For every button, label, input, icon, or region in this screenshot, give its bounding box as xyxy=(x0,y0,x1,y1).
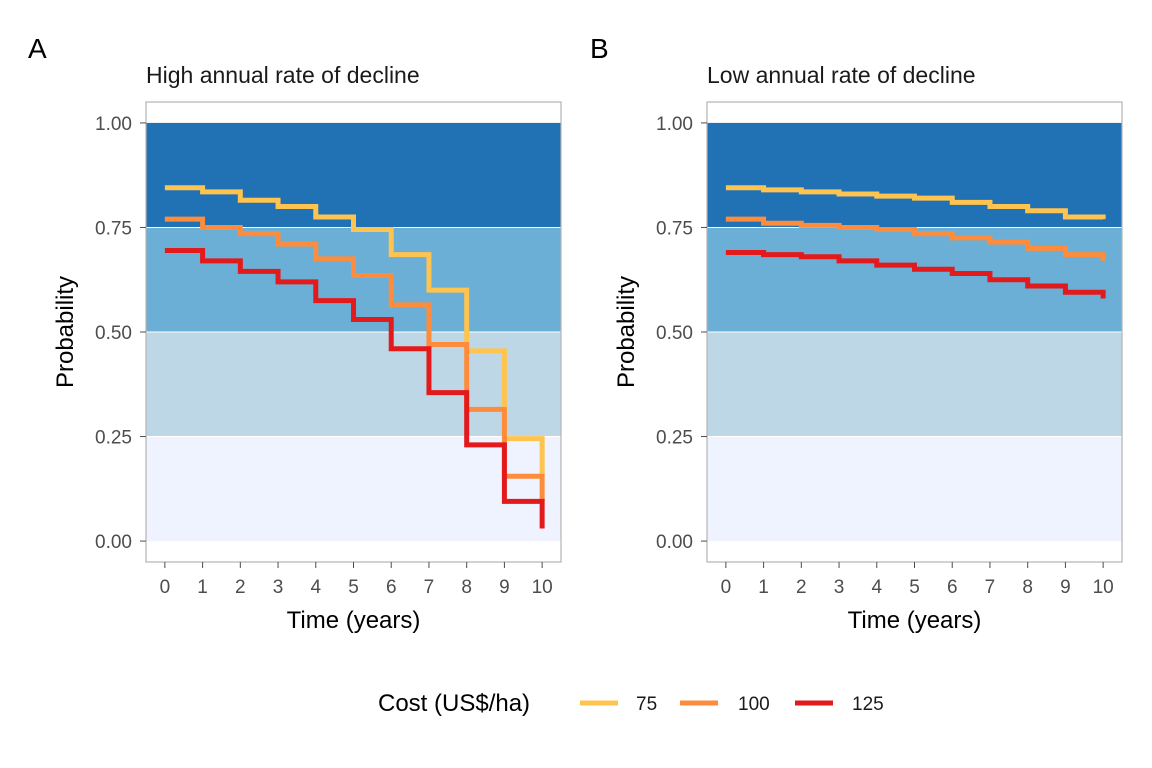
x-tick-label: 3 xyxy=(273,577,284,598)
x-axis-title: Time (years) xyxy=(848,607,982,634)
x-tick-label: 4 xyxy=(310,577,321,598)
legend: Cost (US$/ha) 75 100 125 xyxy=(378,690,884,717)
y-tick-label: 0.00 xyxy=(95,532,132,553)
x-tick-label: 7 xyxy=(985,577,996,598)
x-tick-label: 1 xyxy=(758,577,769,598)
x-tick-label: 5 xyxy=(348,577,359,598)
probability-band xyxy=(707,436,1122,542)
x-tick-label: 0 xyxy=(721,577,732,598)
x-tick-label: 2 xyxy=(235,577,246,598)
y-tick-label: 0.25 xyxy=(656,428,693,449)
y-tick-label: 0.50 xyxy=(95,323,132,344)
x-tick-label: 8 xyxy=(461,577,472,598)
series-line-75 xyxy=(725,185,1106,220)
series-line-125 xyxy=(164,247,545,529)
x-tick-label: 9 xyxy=(1060,577,1071,598)
legend-label-75: 75 xyxy=(636,694,657,715)
x-tick-label: 9 xyxy=(499,577,510,598)
y-axis-title: Probability xyxy=(613,276,640,388)
x-tick-label: 8 xyxy=(1022,577,1033,598)
x-tick-label: 5 xyxy=(909,577,920,598)
x-tick-label: 6 xyxy=(386,577,397,598)
y-tick-label: 0.25 xyxy=(95,428,132,449)
legend-label-100: 100 xyxy=(738,694,770,715)
x-tick-label: 6 xyxy=(947,577,958,598)
x-tick-label: 2 xyxy=(796,577,807,598)
panel-title: Low annual rate of decline xyxy=(707,62,976,88)
x-tick-label: 1 xyxy=(197,577,208,598)
x-tick-label: 0 xyxy=(160,577,171,598)
probability-band xyxy=(146,332,561,437)
series-line-75 xyxy=(164,185,545,477)
x-tick-label: 4 xyxy=(871,577,882,598)
probability-band xyxy=(146,436,561,542)
panel-b: B Low annual rate of decline 0.00 0.25 0.50 0… xyxy=(590,33,1123,634)
probability-band xyxy=(707,227,1122,332)
panel-title: High annual rate of decline xyxy=(146,62,420,88)
legend-title: Cost (US$/ha) xyxy=(378,690,530,717)
x-axis-title: Time (years) xyxy=(287,607,421,634)
panel-letter: B xyxy=(590,33,609,64)
series-line-125 xyxy=(725,250,1106,299)
legend-label-125: 125 xyxy=(852,694,884,715)
y-tick-label: 0.75 xyxy=(95,218,132,239)
x-tick-label: 10 xyxy=(1093,577,1114,598)
probability-band xyxy=(146,122,561,228)
series-line-100 xyxy=(164,216,545,502)
series-line-100 xyxy=(725,216,1106,261)
probability-band xyxy=(707,332,1122,437)
x-tick-label: 3 xyxy=(834,577,845,598)
y-tick-label: 1.00 xyxy=(656,114,693,135)
panel-letter: A xyxy=(28,33,47,64)
y-tick-label: 1.00 xyxy=(95,114,132,135)
y-tick-label: 0.75 xyxy=(656,218,693,239)
y-tick-label: 0.00 xyxy=(656,532,693,553)
x-tick-label: 7 xyxy=(424,577,435,598)
y-tick-label: 0.50 xyxy=(656,323,693,344)
y-axis-title: Probability xyxy=(52,276,79,388)
panel-a: A High annual rate of decline 0.00 0.25 0.50… xyxy=(28,33,562,634)
x-tick-label: 10 xyxy=(532,577,553,598)
